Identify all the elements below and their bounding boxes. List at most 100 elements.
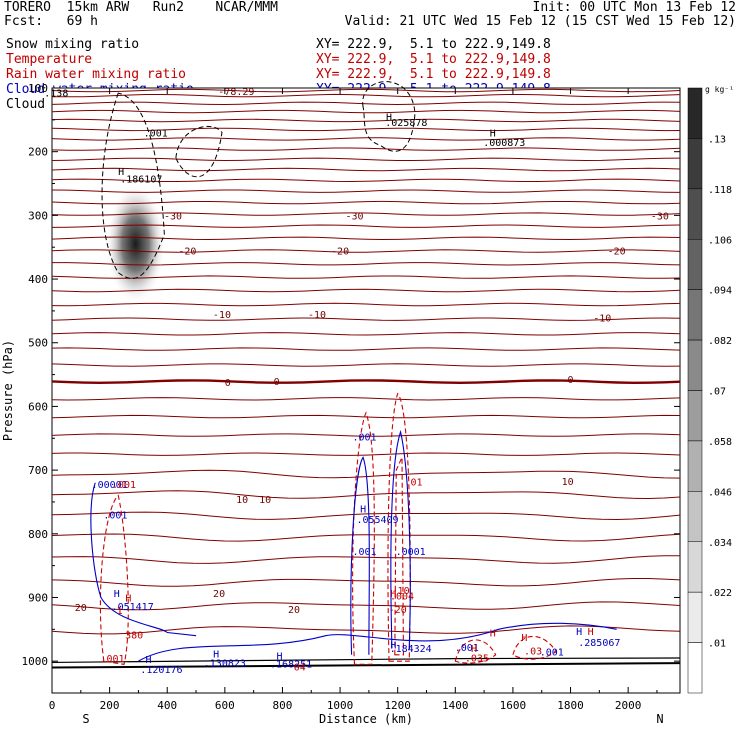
field-label: .130823 bbox=[204, 658, 246, 669]
y-tick-label: 300 bbox=[28, 209, 48, 222]
field-label: H bbox=[125, 593, 131, 604]
isotherm bbox=[51, 236, 681, 241]
y-tick-label: 1000 bbox=[22, 655, 49, 668]
header-init-line: Init: 00 UTC Mon 13 Feb 12 bbox=[532, 0, 737, 15]
rain-water-contour bbox=[394, 457, 405, 656]
colorbar-segment bbox=[687, 289, 703, 341]
rain-water-contour bbox=[512, 635, 557, 660]
field-label: .001 bbox=[353, 432, 377, 443]
isotherm bbox=[51, 147, 681, 151]
isotherm bbox=[51, 249, 681, 253]
field-label: .138 bbox=[44, 88, 68, 99]
isotherm bbox=[51, 625, 681, 635]
cloud-water-contour bbox=[350, 456, 370, 655]
isotherm-label: 20 bbox=[213, 589, 225, 600]
field-label: .03 bbox=[524, 646, 542, 657]
header-valid-line: Valid: 21 UTC Wed 15 Feb 12 (15 CST Wed … bbox=[344, 14, 736, 29]
field-label: .055409 bbox=[356, 515, 398, 526]
isotherm-label: -10 bbox=[213, 310, 231, 321]
isotherm bbox=[51, 433, 681, 437]
colorbar-label: .082 bbox=[708, 336, 732, 347]
isotherm bbox=[51, 347, 681, 351]
x-tick-label: 800 bbox=[273, 699, 293, 712]
colorbar-label: .046 bbox=[708, 487, 732, 498]
isotherm bbox=[51, 533, 681, 542]
isotherm bbox=[51, 93, 681, 98]
field-label: H bbox=[390, 589, 396, 600]
isotherm bbox=[51, 601, 681, 611]
isotherm bbox=[51, 167, 681, 172]
cloud-ice-contour bbox=[101, 92, 165, 279]
rain-water-contour bbox=[352, 411, 375, 665]
field-label: .001 bbox=[100, 654, 124, 665]
colorbar-segment bbox=[687, 642, 703, 694]
field-label: .001 bbox=[540, 648, 564, 659]
colorbar-segment bbox=[687, 188, 703, 240]
isotherm bbox=[51, 332, 681, 336]
isotherm bbox=[51, 511, 681, 521]
isotherm-label: 0 bbox=[568, 375, 574, 386]
header-model-line: TORERO 15km ARW Run2 NCAR/MMM bbox=[4, 0, 278, 15]
y-tick-label: 900 bbox=[28, 591, 48, 604]
cloud-water-contour bbox=[138, 622, 617, 662]
isotherm bbox=[52, 262, 681, 266]
field-label: .0001 bbox=[396, 547, 426, 558]
isotherm-label: 10 bbox=[562, 477, 574, 488]
x-tick-label: 600 bbox=[215, 699, 235, 712]
colorbar-label: .058 bbox=[708, 437, 732, 448]
isotherm bbox=[51, 200, 681, 205]
x-tick-label: 1400 bbox=[442, 699, 469, 712]
isotherm-label: -20 bbox=[178, 246, 196, 257]
isotherm bbox=[51, 302, 681, 307]
colorbar-segment bbox=[687, 87, 703, 139]
field-label: .184324 bbox=[390, 644, 432, 655]
cloud-water-contour bbox=[90, 482, 197, 637]
isotherm-label: -30 bbox=[164, 211, 182, 222]
field-label: .025878 bbox=[385, 118, 427, 129]
isotherm bbox=[51, 157, 681, 162]
field-label: -20 bbox=[389, 605, 407, 616]
colorbar-segment bbox=[687, 591, 703, 643]
isotherm bbox=[51, 212, 681, 216]
colorbar-label: .01 bbox=[708, 639, 726, 650]
field-label: -10 bbox=[392, 586, 410, 597]
isotherm-label: 0 bbox=[225, 378, 231, 389]
x-end-label-north: N bbox=[656, 712, 663, 726]
field-label: .186107 bbox=[120, 174, 162, 185]
isotherm bbox=[51, 578, 681, 587]
field-label: H bbox=[576, 627, 582, 638]
isotherm bbox=[51, 490, 681, 500]
colorbar-label: .118 bbox=[708, 185, 732, 196]
isotherm bbox=[51, 469, 681, 479]
field-label: .004 bbox=[390, 592, 414, 603]
field-label: H bbox=[118, 167, 124, 178]
x-tick-label: 200 bbox=[100, 699, 120, 712]
y-tick-label: 200 bbox=[28, 146, 48, 159]
field-label: .001 bbox=[103, 511, 127, 522]
field-label: .001 bbox=[144, 129, 168, 140]
isotherm bbox=[51, 275, 681, 279]
field-label: H bbox=[588, 627, 594, 638]
field-label: .001 bbox=[455, 643, 479, 654]
isotherm bbox=[51, 101, 681, 106]
colorbar-segment bbox=[687, 440, 703, 492]
field-label: .051417 bbox=[112, 602, 154, 613]
colorbar-label: .07 bbox=[708, 387, 726, 398]
isotherm bbox=[51, 118, 681, 123]
isotherm-label: -30 bbox=[345, 211, 363, 222]
x-tick-label: 400 bbox=[157, 699, 177, 712]
field-label: H bbox=[490, 129, 496, 140]
isotherm-label: -20 bbox=[331, 246, 349, 257]
x-tick-label: 1600 bbox=[500, 699, 527, 712]
field-label: .001 bbox=[112, 480, 136, 491]
colorbar-segment bbox=[687, 491, 703, 543]
y-axis-label: Pressure (hPa) bbox=[1, 340, 15, 441]
field-label: .168251 bbox=[270, 660, 312, 671]
plot-frame bbox=[51, 87, 681, 694]
isotherm bbox=[51, 379, 681, 385]
x-tick-label: 1200 bbox=[384, 699, 411, 712]
field-label: 380 bbox=[125, 630, 143, 641]
x-tick-label: 1800 bbox=[557, 699, 584, 712]
field-label: H bbox=[277, 651, 283, 662]
field-label: .001 bbox=[353, 547, 377, 558]
